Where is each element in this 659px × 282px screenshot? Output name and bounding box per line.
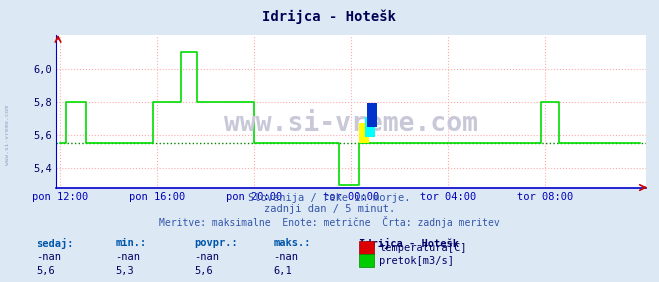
Text: Meritve: maksimalne  Enote: metrične  Črta: zadnja meritev: Meritve: maksimalne Enote: metrične Črta… (159, 216, 500, 228)
Text: www.si-vreme.com: www.si-vreme.com (5, 105, 11, 165)
Text: maks.:: maks.: (273, 238, 311, 248)
Text: www.si-vreme.com: www.si-vreme.com (224, 111, 478, 136)
Text: -nan: -nan (273, 252, 299, 262)
Text: zadnji dan / 5 minut.: zadnji dan / 5 minut. (264, 204, 395, 214)
Text: pretok[m3/s]: pretok[m3/s] (379, 256, 454, 266)
Text: Idrijca - Hotešk: Idrijca - Hotešk (262, 10, 397, 24)
Text: 5,3: 5,3 (115, 266, 134, 276)
Text: temperatura[C]: temperatura[C] (379, 243, 467, 253)
Text: 5,6: 5,6 (194, 266, 213, 276)
Text: 6,1: 6,1 (273, 266, 292, 276)
Bar (367, 103, 377, 127)
Bar (359, 124, 369, 144)
Text: -nan: -nan (194, 252, 219, 262)
Text: Slovenija / reke in morje.: Slovenija / reke in morje. (248, 193, 411, 203)
Text: min.:: min.: (115, 238, 146, 248)
Text: Idrijca - Hotešk: Idrijca - Hotešk (359, 238, 459, 249)
Text: povpr.:: povpr.: (194, 238, 238, 248)
Text: -nan: -nan (36, 252, 61, 262)
Bar (365, 117, 375, 137)
Text: 5,6: 5,6 (36, 266, 55, 276)
Text: sedaj:: sedaj: (36, 238, 74, 249)
Text: -nan: -nan (115, 252, 140, 262)
